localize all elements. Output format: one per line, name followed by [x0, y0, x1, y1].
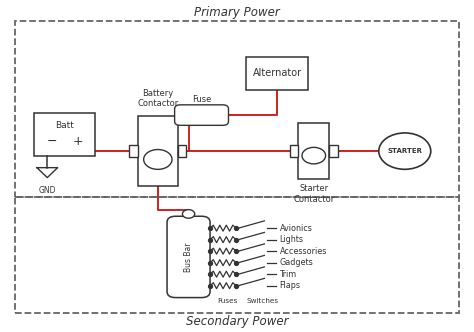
FancyBboxPatch shape: [246, 57, 308, 90]
Text: Trim: Trim: [280, 270, 297, 279]
FancyBboxPatch shape: [329, 145, 337, 157]
Text: Fuses: Fuses: [218, 298, 238, 304]
Text: GND: GND: [38, 186, 56, 195]
FancyBboxPatch shape: [34, 113, 95, 156]
FancyBboxPatch shape: [178, 145, 186, 157]
Text: Switches: Switches: [247, 298, 279, 304]
Text: Accessories: Accessories: [280, 247, 327, 256]
Text: +: +: [73, 134, 83, 147]
Text: Lights: Lights: [280, 235, 303, 244]
Circle shape: [379, 133, 431, 169]
Text: Starter
Contactor: Starter Contactor: [293, 184, 335, 204]
FancyBboxPatch shape: [174, 105, 228, 125]
Text: Secondary Power: Secondary Power: [186, 315, 288, 328]
FancyBboxPatch shape: [290, 145, 299, 157]
Text: Primary Power: Primary Power: [194, 6, 280, 19]
Text: STARTER: STARTER: [387, 148, 422, 154]
Circle shape: [182, 209, 195, 218]
Text: Alternator: Alternator: [253, 68, 302, 78]
Text: Flaps: Flaps: [280, 281, 301, 290]
Text: Battery
Contactor: Battery Contactor: [137, 89, 179, 108]
Text: Avionics: Avionics: [280, 224, 312, 233]
Circle shape: [302, 147, 326, 164]
FancyBboxPatch shape: [299, 123, 329, 179]
Text: −: −: [47, 134, 57, 147]
FancyBboxPatch shape: [138, 117, 178, 186]
Text: Batt: Batt: [55, 121, 74, 129]
FancyBboxPatch shape: [129, 145, 138, 157]
Text: Fuse: Fuse: [192, 95, 211, 104]
Text: Bus Bar: Bus Bar: [184, 242, 193, 272]
Circle shape: [144, 149, 172, 169]
FancyBboxPatch shape: [167, 216, 210, 297]
Text: Gadgets: Gadgets: [280, 258, 313, 267]
